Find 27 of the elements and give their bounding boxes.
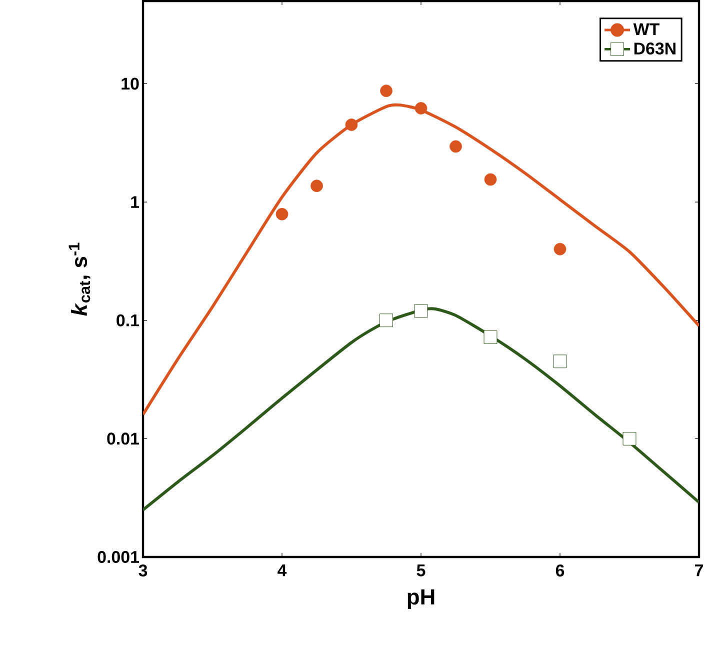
x-tick-label: 5 bbox=[416, 564, 426, 576]
x-tick-label: 4 bbox=[278, 564, 287, 576]
point bbox=[345, 118, 358, 131]
y-tick-label: 0.001 bbox=[98, 551, 140, 564]
y-tick-label: 10 bbox=[122, 78, 139, 90]
y-tick-label: 0.1 bbox=[116, 314, 140, 326]
x-tick-label: 7 bbox=[695, 564, 703, 576]
point bbox=[414, 102, 428, 114]
point bbox=[450, 140, 462, 153]
point bbox=[310, 180, 323, 192]
y-tick-label: 1 bbox=[131, 196, 140, 208]
point bbox=[380, 314, 393, 328]
point bbox=[622, 432, 636, 446]
line-series bbox=[143, 103, 700, 416]
legend-label: WT bbox=[633, 23, 660, 36]
legend-label: D63N bbox=[634, 42, 676, 55]
point bbox=[554, 242, 566, 256]
point bbox=[380, 84, 392, 98]
point bbox=[484, 173, 497, 186]
point bbox=[414, 304, 428, 318]
x-axis-title: pH bbox=[408, 589, 434, 609]
y-axis-title: k$_{cat}$, s$^{-1}$ bbox=[68, 242, 90, 316]
point bbox=[484, 330, 498, 344]
point bbox=[276, 208, 288, 220]
y-tick-label: 0.01 bbox=[107, 432, 140, 445]
x-tick-label: 6 bbox=[556, 564, 564, 577]
x-tick-label: 3 bbox=[138, 564, 148, 577]
